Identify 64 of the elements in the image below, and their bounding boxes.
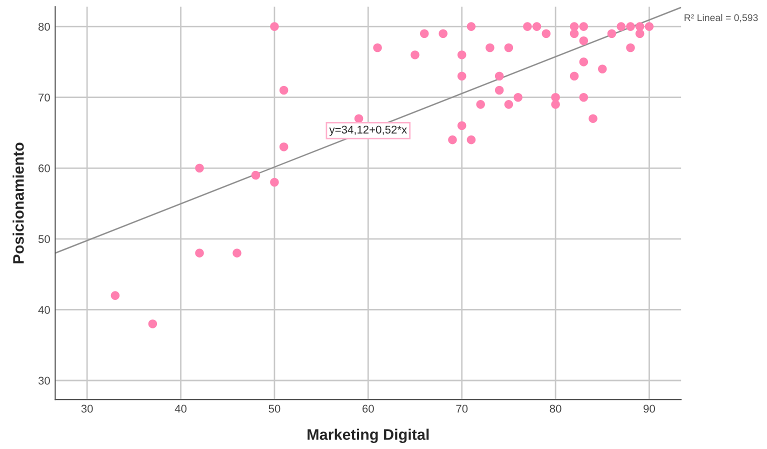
point: [494, 86, 504, 95]
point: [373, 43, 382, 52]
point: [354, 114, 364, 123]
y-tick-label: 50: [38, 235, 50, 244]
point: [232, 248, 242, 258]
point: [579, 22, 588, 31]
point: [457, 50, 466, 60]
point: [448, 135, 457, 144]
y-tick-label: 30: [38, 376, 50, 385]
point: [616, 22, 626, 31]
point: [551, 100, 560, 109]
y-axis-title: Posicionamiento: [12, 142, 24, 264]
x-tick-label: 70: [456, 404, 468, 413]
point: [579, 92, 588, 102]
y-tick-label: 80: [38, 22, 50, 31]
y-tick-label: 70: [38, 94, 50, 102]
point: [438, 29, 448, 38]
point: [626, 43, 635, 52]
point: [148, 319, 158, 328]
point: [251, 170, 260, 180]
y-tick-label: 40: [38, 306, 50, 314]
point: [466, 135, 476, 144]
point: [270, 22, 279, 31]
point: [457, 121, 466, 130]
point: [457, 72, 466, 80]
point: [644, 22, 654, 31]
x-tick-label: 90: [644, 404, 655, 413]
point: [542, 29, 551, 38]
point: [570, 22, 579, 31]
y-tick-label: 60: [38, 164, 50, 172]
point: [579, 58, 588, 66]
point: [504, 100, 514, 109]
point: [598, 64, 607, 74]
point: [486, 43, 494, 52]
point: [523, 22, 532, 31]
annotation: y=34,12+0,52*x: [329, 126, 407, 136]
point: [514, 92, 522, 102]
text: R² Lineal = 0,593: [684, 14, 758, 22]
point: [279, 86, 288, 95]
point: [504, 43, 514, 52]
x-tick-label: 50: [268, 404, 280, 413]
point: [270, 178, 279, 187]
x-tick-label: 30: [81, 404, 93, 413]
point: [195, 248, 204, 258]
x-axis-title: Marketing Digital: [308, 428, 429, 444]
x-tick-label: 40: [174, 404, 187, 413]
point: [420, 29, 429, 38]
point: [626, 22, 635, 31]
point: [476, 100, 485, 109]
point: [588, 114, 598, 123]
point: [570, 72, 579, 80]
point: [195, 164, 204, 173]
point: [279, 142, 288, 152]
point: [570, 29, 579, 38]
point: [466, 22, 476, 31]
point: [494, 72, 504, 80]
point: [110, 291, 120, 300]
point: [607, 29, 616, 38]
point: [410, 50, 420, 60]
x-tick-label: 80: [550, 404, 562, 413]
point: [532, 22, 542, 31]
x-tick-label: 60: [362, 404, 374, 413]
point: [635, 29, 644, 38]
point: [579, 36, 588, 46]
